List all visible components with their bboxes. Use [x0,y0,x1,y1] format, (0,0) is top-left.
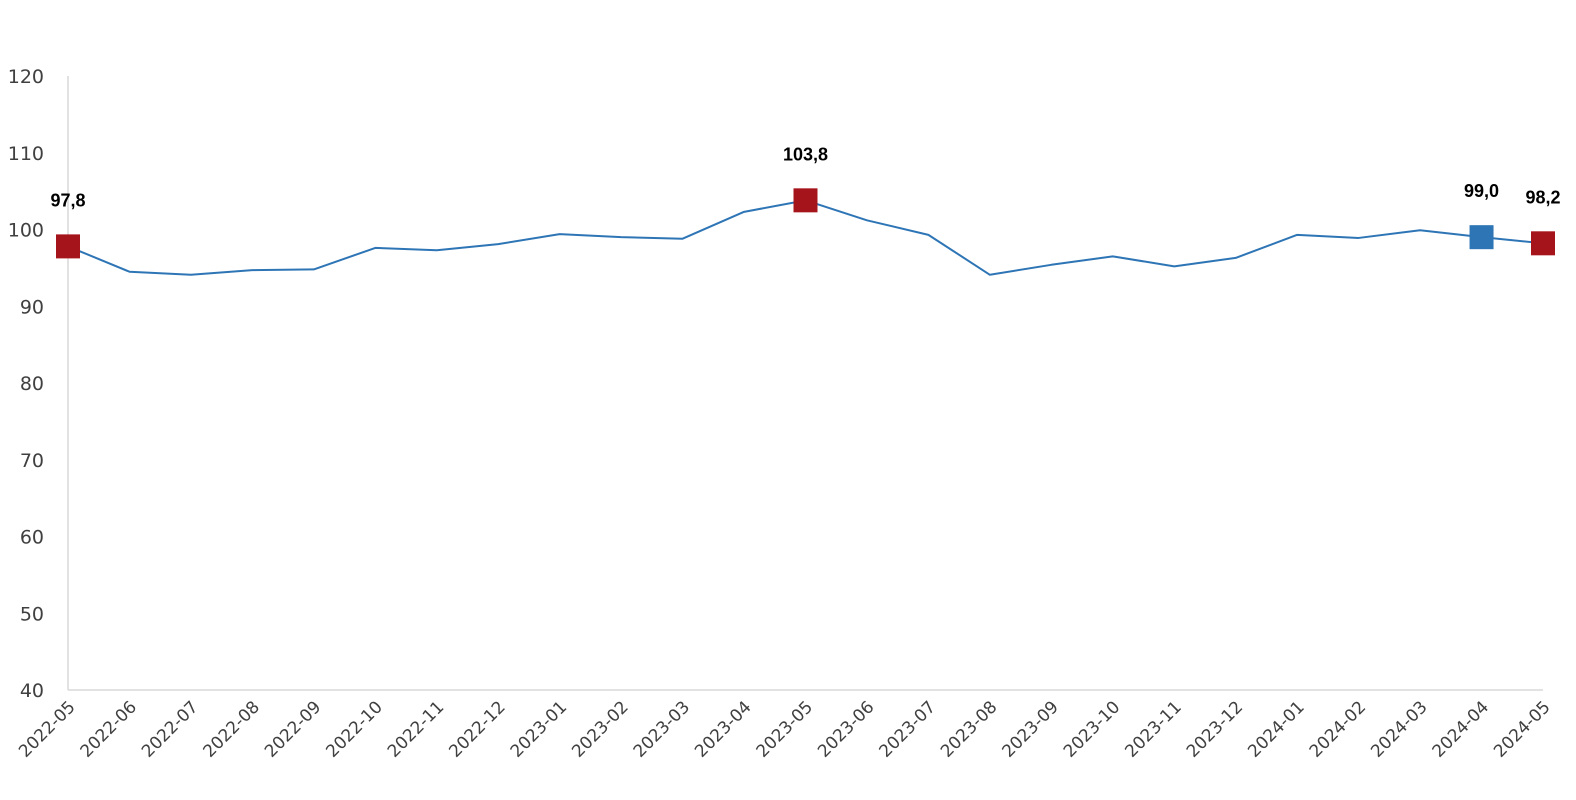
highlight-marker [793,188,818,213]
y-tick-label: 50 [20,603,44,625]
x-tick-label: 2022-11 [384,697,448,761]
x-tick-label: 2023-12 [1183,697,1247,761]
x-tick-label: 2023-09 [999,697,1063,761]
highlight-marker [1531,231,1555,256]
x-tick-label: 2023-02 [568,697,632,761]
data-label: 103,8 [783,144,828,164]
y-tick-label: 80 [20,373,44,395]
y-tick-label: 90 [20,296,44,318]
x-tick-label: 2023-07 [876,697,940,761]
x-tick-label: 2024-01 [1244,697,1308,761]
y-tick-label: 70 [20,450,44,472]
y-tick-label: 100 [8,220,44,242]
data-label: 98,2 [1525,187,1560,207]
x-tick-label: 2022-06 [77,697,141,761]
x-tick-label: 2022-12 [445,697,509,761]
x-tick-label: 2022-05 [15,697,79,761]
y-tick-label: 40 [20,680,44,702]
x-tick-label: 2023-08 [937,697,1001,761]
x-tick-label: 2023-05 [753,697,817,761]
x-tick-label: 2022-08 [200,697,264,761]
y-tick-label: 60 [20,527,44,549]
y-tick-label: 120 [8,66,44,88]
x-tick-label: 2022-07 [138,697,202,761]
x-tick-label: 2024-03 [1367,697,1431,761]
highlight-markers [56,188,1555,259]
x-tick-label: 2024-05 [1490,697,1554,761]
y-axis: 40 50 60 70 80 90 100 110 120 [8,66,69,702]
x-tick-label: 2022-10 [322,697,386,761]
x-tick-label: 2023-03 [630,697,694,761]
x-tick-label: 2022-09 [261,697,325,761]
x-tick-label: 2023-06 [814,697,878,761]
x-tick-label: 2024-02 [1306,697,1370,761]
highlight-marker [56,234,80,259]
y-tick-label: 110 [8,143,44,165]
x-tick-label: 2023-01 [507,697,571,761]
x-tick-label: 2023-10 [1060,697,1124,761]
x-tick-label: 2024-04 [1429,697,1493,761]
data-label: 97,8 [50,190,85,210]
x-tick-label: 2023-04 [691,697,755,761]
data-labels: 97,8 103,8 99,0 98,2 [50,144,1560,210]
x-axis: 2022-052022-062022-072022-082022-092022-… [15,689,1555,762]
data-label: 99,0 [1464,181,1499,201]
highlight-marker [1469,225,1494,250]
x-tick-label: 2023-11 [1121,697,1185,761]
